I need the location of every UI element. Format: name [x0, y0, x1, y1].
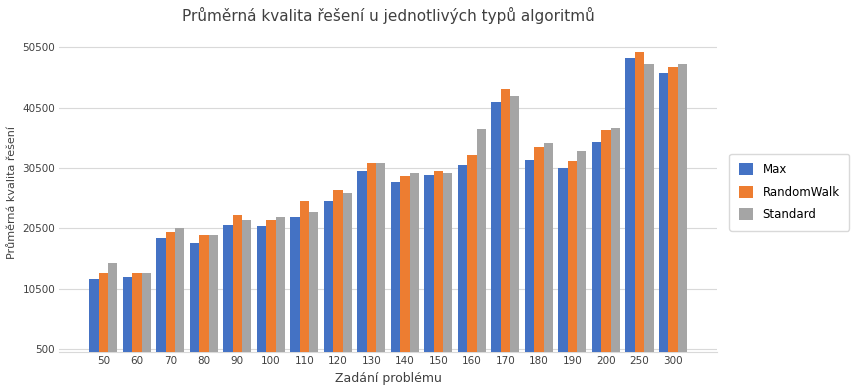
- Bar: [544, 143, 553, 352]
- Bar: [223, 225, 233, 352]
- Bar: [108, 263, 117, 352]
- Bar: [175, 228, 184, 352]
- Bar: [591, 142, 601, 352]
- X-axis label: Zadání problému: Zadání problému: [335, 372, 442, 385]
- Bar: [669, 67, 678, 352]
- Bar: [166, 232, 175, 352]
- Bar: [333, 190, 342, 352]
- Bar: [510, 96, 520, 352]
- Bar: [199, 235, 209, 352]
- Bar: [491, 102, 501, 352]
- Bar: [242, 220, 252, 352]
- Bar: [410, 173, 419, 352]
- Bar: [635, 52, 644, 352]
- Bar: [577, 151, 586, 352]
- Bar: [157, 238, 166, 352]
- Bar: [300, 201, 309, 352]
- Bar: [257, 226, 266, 352]
- Bar: [443, 173, 453, 352]
- Bar: [391, 182, 401, 352]
- Bar: [610, 127, 620, 352]
- Title: Průměrná kvalita řešení u jednotlivých typů algoritmů: Průměrná kvalita řešení u jednotlivých t…: [181, 7, 595, 24]
- Bar: [525, 160, 534, 352]
- Bar: [98, 272, 108, 352]
- Bar: [458, 165, 467, 352]
- Bar: [477, 129, 486, 352]
- Bar: [324, 201, 333, 352]
- Bar: [342, 193, 352, 352]
- Bar: [190, 243, 199, 352]
- Bar: [276, 217, 285, 352]
- Bar: [644, 64, 653, 352]
- Bar: [678, 64, 687, 352]
- Legend: Max, RandomWalk, Standard: Max, RandomWalk, Standard: [729, 154, 849, 230]
- Bar: [122, 277, 132, 352]
- Bar: [434, 171, 443, 352]
- Bar: [659, 73, 669, 352]
- Bar: [501, 89, 510, 352]
- Bar: [290, 217, 300, 352]
- Bar: [601, 130, 610, 352]
- Bar: [132, 273, 141, 352]
- Bar: [309, 212, 318, 352]
- Bar: [357, 171, 366, 352]
- Bar: [558, 168, 568, 352]
- Bar: [626, 58, 635, 352]
- Bar: [568, 162, 577, 352]
- Y-axis label: Průměrná kvalita řešení: Průměrná kvalita řešení: [7, 126, 17, 259]
- Bar: [401, 176, 410, 352]
- Bar: [467, 155, 477, 352]
- Bar: [209, 235, 218, 352]
- Bar: [266, 220, 276, 352]
- Bar: [141, 272, 151, 352]
- Bar: [425, 175, 434, 352]
- Bar: [233, 215, 242, 352]
- Bar: [366, 163, 376, 352]
- Bar: [534, 147, 544, 352]
- Bar: [89, 279, 98, 352]
- Bar: [376, 163, 385, 352]
